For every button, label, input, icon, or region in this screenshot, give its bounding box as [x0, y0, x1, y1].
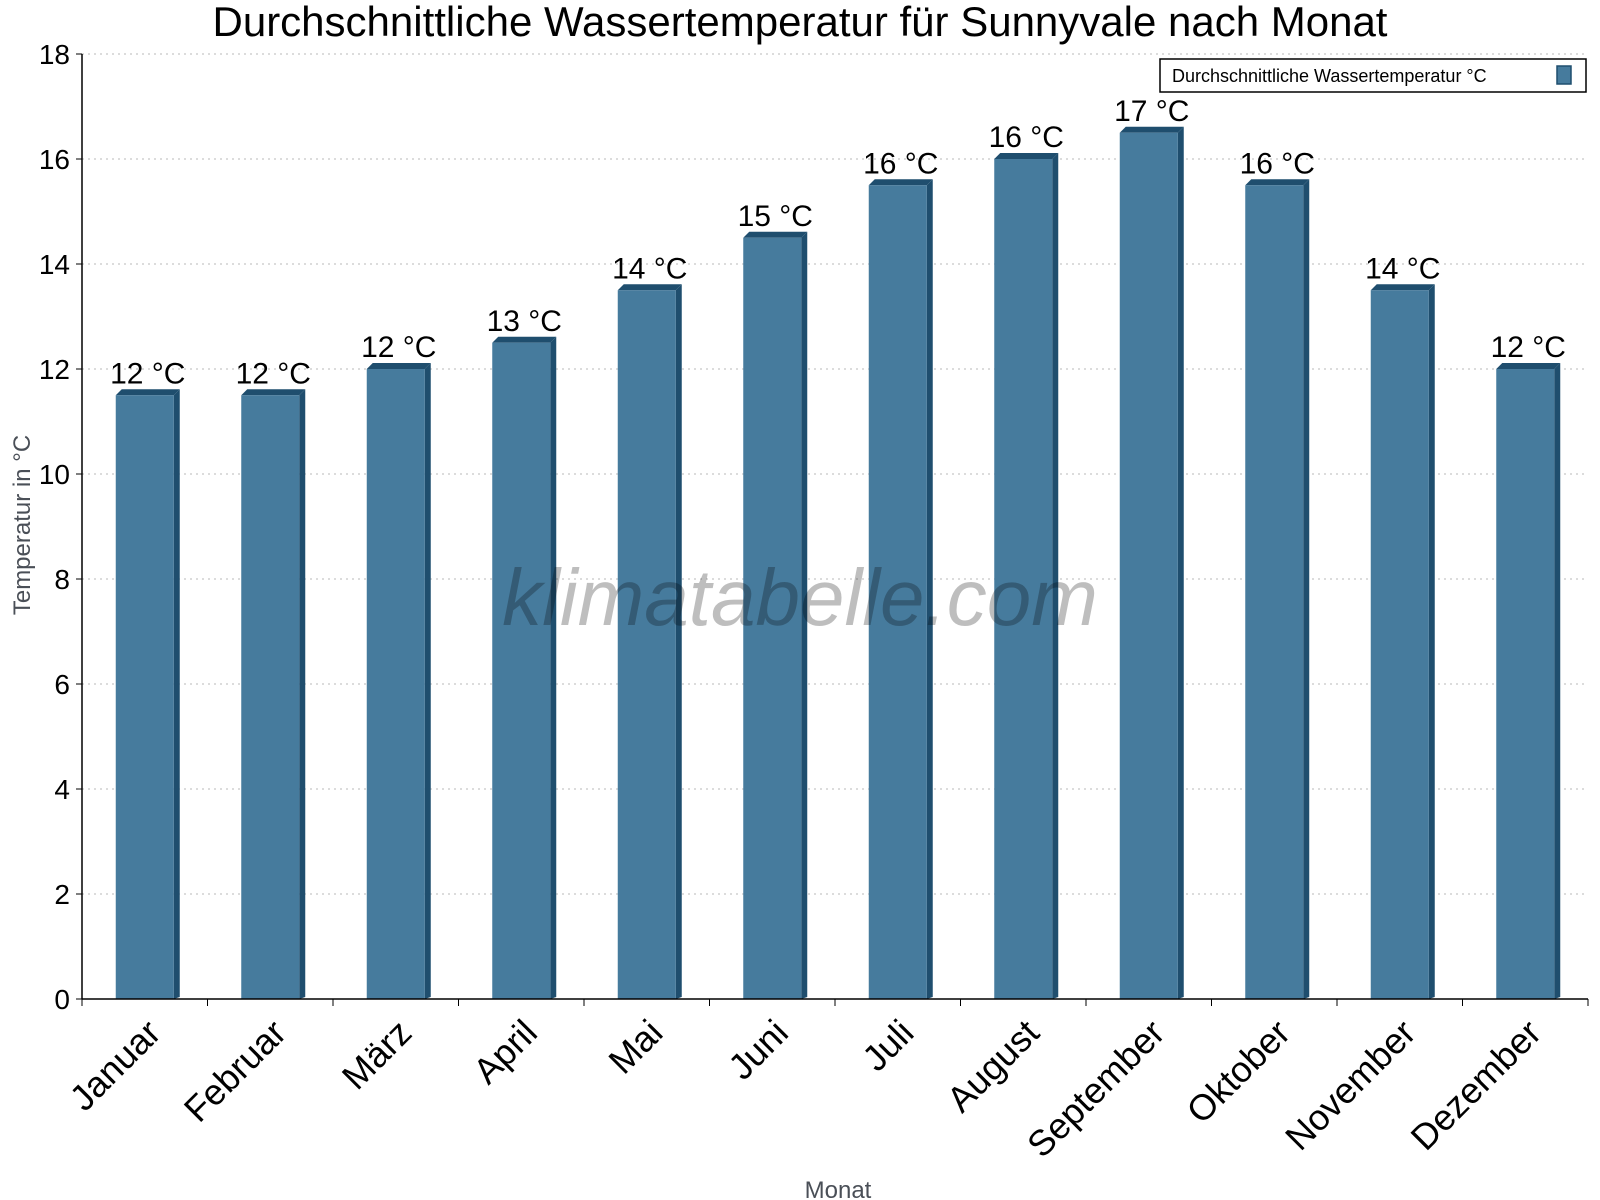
bar: [1370, 290, 1429, 999]
data-label: 16 °C: [989, 121, 1064, 154]
bar: [1245, 185, 1304, 999]
bar-side: [1177, 126, 1184, 999]
x-tick-label: Februar: [176, 1012, 294, 1130]
data-label: 16 °C: [863, 147, 938, 180]
data-label: 12 °C: [110, 357, 185, 390]
x-tick-labels: Januar Februar März April Mai Juni Juli AugustS…: [62, 1012, 1549, 1166]
bar: [366, 369, 425, 999]
bar-side: [675, 284, 682, 999]
y-tick-label: 2: [54, 879, 70, 910]
x-tick-label: Juli: [854, 1012, 921, 1079]
bar-side: [550, 336, 557, 999]
bar: [994, 159, 1053, 999]
x-tick-label: Dezember: [1402, 1012, 1548, 1158]
data-label: 17 °C: [1114, 95, 1189, 128]
y-tick-label: 18: [39, 39, 70, 70]
bar: [492, 342, 551, 999]
data-label: 12 °C: [361, 331, 436, 364]
bar-top: [1370, 284, 1435, 291]
x-tick-label: März: [334, 1012, 420, 1098]
bar-top: [366, 363, 431, 369]
x-tick-label: Januar: [62, 1012, 169, 1119]
bars: [115, 126, 1561, 999]
y-tick-label: 12: [39, 354, 70, 385]
watermark: klimatabelle.com: [502, 553, 1098, 642]
bar-side: [173, 389, 180, 999]
x-tick-label: August: [939, 1012, 1047, 1120]
bar: [617, 290, 676, 999]
data-label: 14 °C: [1365, 252, 1440, 285]
y-tick-label: 6: [54, 669, 70, 700]
y-tick-label: 4: [54, 774, 70, 805]
y-axis-label: Temperatur in °C: [9, 435, 36, 615]
data-label: 13 °C: [487, 305, 562, 338]
x-tick-label: April: [465, 1012, 545, 1092]
legend-label: Durchschnittliche Wassertemperatur °C: [1172, 66, 1487, 86]
x-tick-label: Oktober: [1178, 1012, 1298, 1132]
bar-side: [1052, 153, 1059, 999]
bar-side: [299, 389, 306, 999]
chart-title: Durchschnittliche Wassertemperatur für S…: [213, 0, 1388, 45]
bar-top: [492, 336, 557, 343]
y-tick-label: 0: [54, 984, 70, 1015]
y-tick-label: 14: [39, 249, 70, 280]
bar-top: [868, 179, 933, 186]
bar: [241, 395, 300, 999]
bar-top: [743, 231, 808, 238]
y-tick-labels: 0 2 4 6 8 10 12 14 16 18: [39, 39, 82, 1015]
bar-side: [926, 179, 933, 999]
bar-top: [994, 153, 1059, 159]
bar: [743, 237, 802, 999]
data-labels: 12 °C 12 °C 12 °C 13 °C 14 °C 15 °C 16 °C 16 °C…: [110, 95, 1566, 391]
x-tick-label: September: [1019, 1012, 1173, 1166]
bar-side: [1303, 179, 1310, 999]
y-tick-label: 8: [54, 564, 70, 595]
legend: Durchschnittliche Wassertemperatur °C: [1159, 58, 1587, 93]
bar: [1496, 369, 1555, 999]
legend-swatch: [1556, 65, 1572, 85]
bar-side: [801, 231, 808, 999]
bar-top: [1245, 179, 1310, 186]
x-tick-label: Mai: [600, 1012, 670, 1082]
data-label: 12 °C: [236, 357, 311, 390]
bar-side: [424, 363, 431, 999]
bar-side: [1428, 284, 1435, 999]
bar-top: [241, 389, 306, 396]
data-label: 16 °C: [1240, 147, 1315, 180]
data-label: 14 °C: [612, 252, 687, 285]
bar-top: [1119, 126, 1184, 133]
x-tick-label: November: [1277, 1012, 1423, 1158]
y-tick-label: 16: [39, 144, 70, 175]
bar-top: [115, 389, 180, 396]
bar-top: [617, 284, 682, 291]
x-tick-label: Juni: [720, 1012, 796, 1088]
grid-lines: [82, 53, 1588, 895]
bar: [868, 185, 927, 999]
axes: [81, 54, 1589, 1006]
bar-side: [1554, 363, 1561, 999]
data-label: 15 °C: [738, 200, 813, 233]
bar: [1119, 132, 1178, 999]
y-tick-label: 10: [39, 459, 70, 490]
data-label: 12 °C: [1491, 331, 1566, 364]
x-axis-label: Monat: [805, 1177, 872, 1200]
bar: [115, 395, 174, 999]
legend-box: [1159, 58, 1587, 93]
bar-top: [1496, 363, 1561, 369]
